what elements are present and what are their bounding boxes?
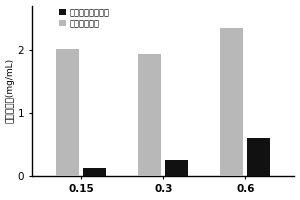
Bar: [220, 28, 243, 176]
Y-axis label: 抗体结合量(mg/mL): 抗体结合量(mg/mL): [6, 58, 15, 123]
Bar: [165, 160, 188, 176]
Bar: [83, 168, 106, 176]
Bar: [56, 49, 80, 176]
Legend: 未修饰的活化微球, 多肽修饰微球: 未修饰的活化微球, 多肽修饰微球: [57, 6, 111, 30]
Bar: [247, 138, 270, 176]
Bar: [138, 54, 161, 176]
